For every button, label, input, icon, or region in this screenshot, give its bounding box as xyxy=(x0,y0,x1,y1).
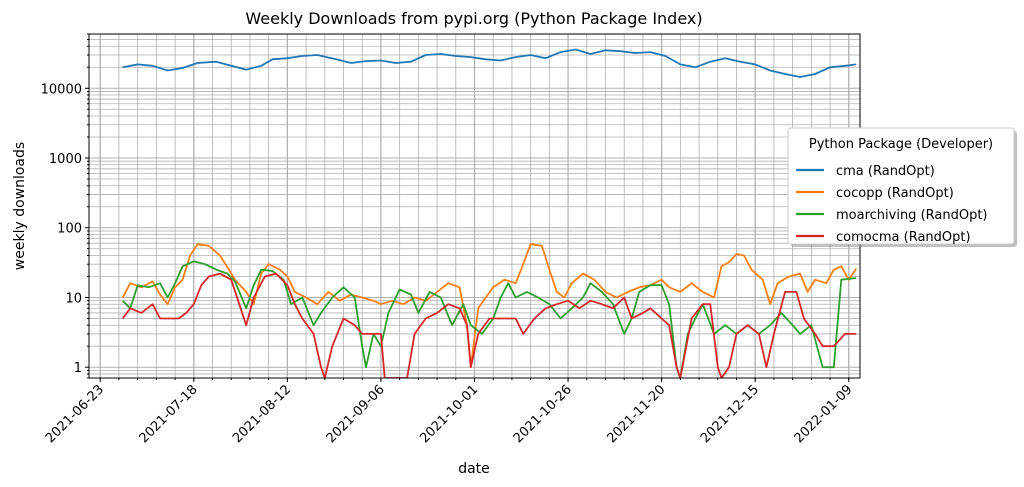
gridlines xyxy=(89,33,860,379)
legend-label-2: moarchiving (RandOpt) xyxy=(836,208,988,223)
y-axis-label: weekly downloads xyxy=(12,142,28,270)
legend-title: Python Package (Developer) xyxy=(809,137,993,152)
legend-label-0: cma (RandOpt) xyxy=(836,164,935,179)
y-tick-label: 10000 xyxy=(41,82,82,97)
y-tick-label: 1 xyxy=(74,361,82,376)
y-tick-label: 1000 xyxy=(49,152,82,167)
x-axis-label: date xyxy=(458,461,490,477)
series-line-2 xyxy=(122,260,857,378)
y-tick-label: 10 xyxy=(65,291,82,306)
legend-label-1: cocopp (RandOpt) xyxy=(836,186,954,201)
legend: Python Package (Developer) cma (RandOpt) c… xyxy=(787,127,1017,247)
series-line-3 xyxy=(121,272,857,378)
series-line-1 xyxy=(121,243,858,369)
series-layer xyxy=(121,48,858,378)
legend-box xyxy=(787,127,1015,245)
legend-label-3: comocma (RandOpt) xyxy=(836,230,971,245)
y-tick-label: 100 xyxy=(57,222,82,237)
chart-title: Weekly Downloads from pypi.org (Python P… xyxy=(245,9,702,28)
y-axis: 1 10 100 1000 10000 xyxy=(41,33,89,379)
series-line-0 xyxy=(122,48,857,78)
